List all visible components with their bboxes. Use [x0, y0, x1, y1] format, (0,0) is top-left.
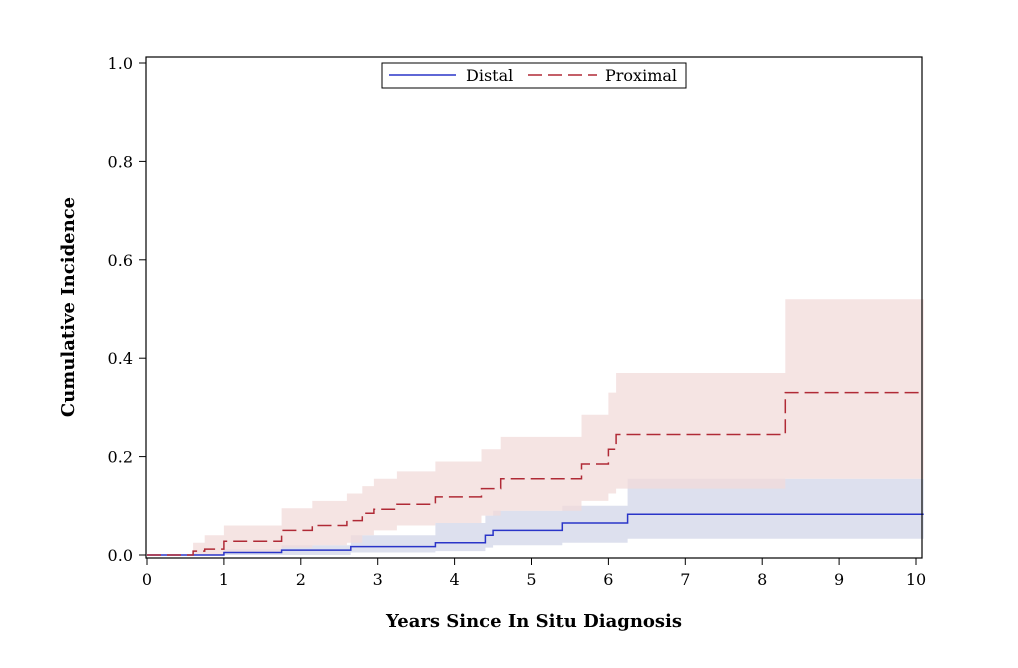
legend-distal-label: Distal — [466, 66, 513, 85]
x-tick-label: 7 — [680, 570, 690, 589]
y-tick-label: 1.0 — [108, 54, 133, 73]
x-axis: 0 1 2 3 4 5 6 7 8 9 10 — [142, 558, 926, 589]
x-tick-label: 1 — [219, 570, 229, 589]
confidence-bands — [147, 299, 924, 555]
x-tick-label: 9 — [834, 570, 844, 589]
x-tick-label: 2 — [296, 570, 306, 589]
legend: Distal Proximal — [381, 62, 687, 89]
x-tick-label: 8 — [757, 570, 767, 589]
y-axis-title: Cumulative Incidence — [58, 197, 79, 417]
y-tick-label: 0.6 — [108, 251, 133, 270]
x-tick-label: 4 — [450, 570, 460, 589]
x-tick-label: 5 — [526, 570, 536, 589]
x-tick-label: 6 — [603, 570, 613, 589]
plot-frame — [145, 56, 923, 559]
band-proximal — [147, 299, 924, 555]
y-tick-label: 0.4 — [108, 349, 133, 368]
line-proximal — [147, 391, 924, 556]
y-tick-label: 0.8 — [108, 152, 133, 171]
band-distal — [147, 478, 924, 555]
legend-proximal-label: Proximal — [605, 66, 677, 85]
x-tick-label: 0 — [142, 570, 152, 589]
line-distal — [147, 513, 924, 556]
x-axis-title: Years Since In Situ Diagnosis — [385, 611, 682, 632]
y-tick-label: 0.0 — [108, 546, 133, 565]
y-tick-label: 0.2 — [108, 448, 133, 467]
series-lines — [147, 391, 924, 556]
x-tick-label: 3 — [373, 570, 383, 589]
x-tick-label: 10 — [906, 570, 926, 589]
y-axis: 0.0 0.2 0.4 0.6 0.8 1.0 — [108, 54, 146, 565]
